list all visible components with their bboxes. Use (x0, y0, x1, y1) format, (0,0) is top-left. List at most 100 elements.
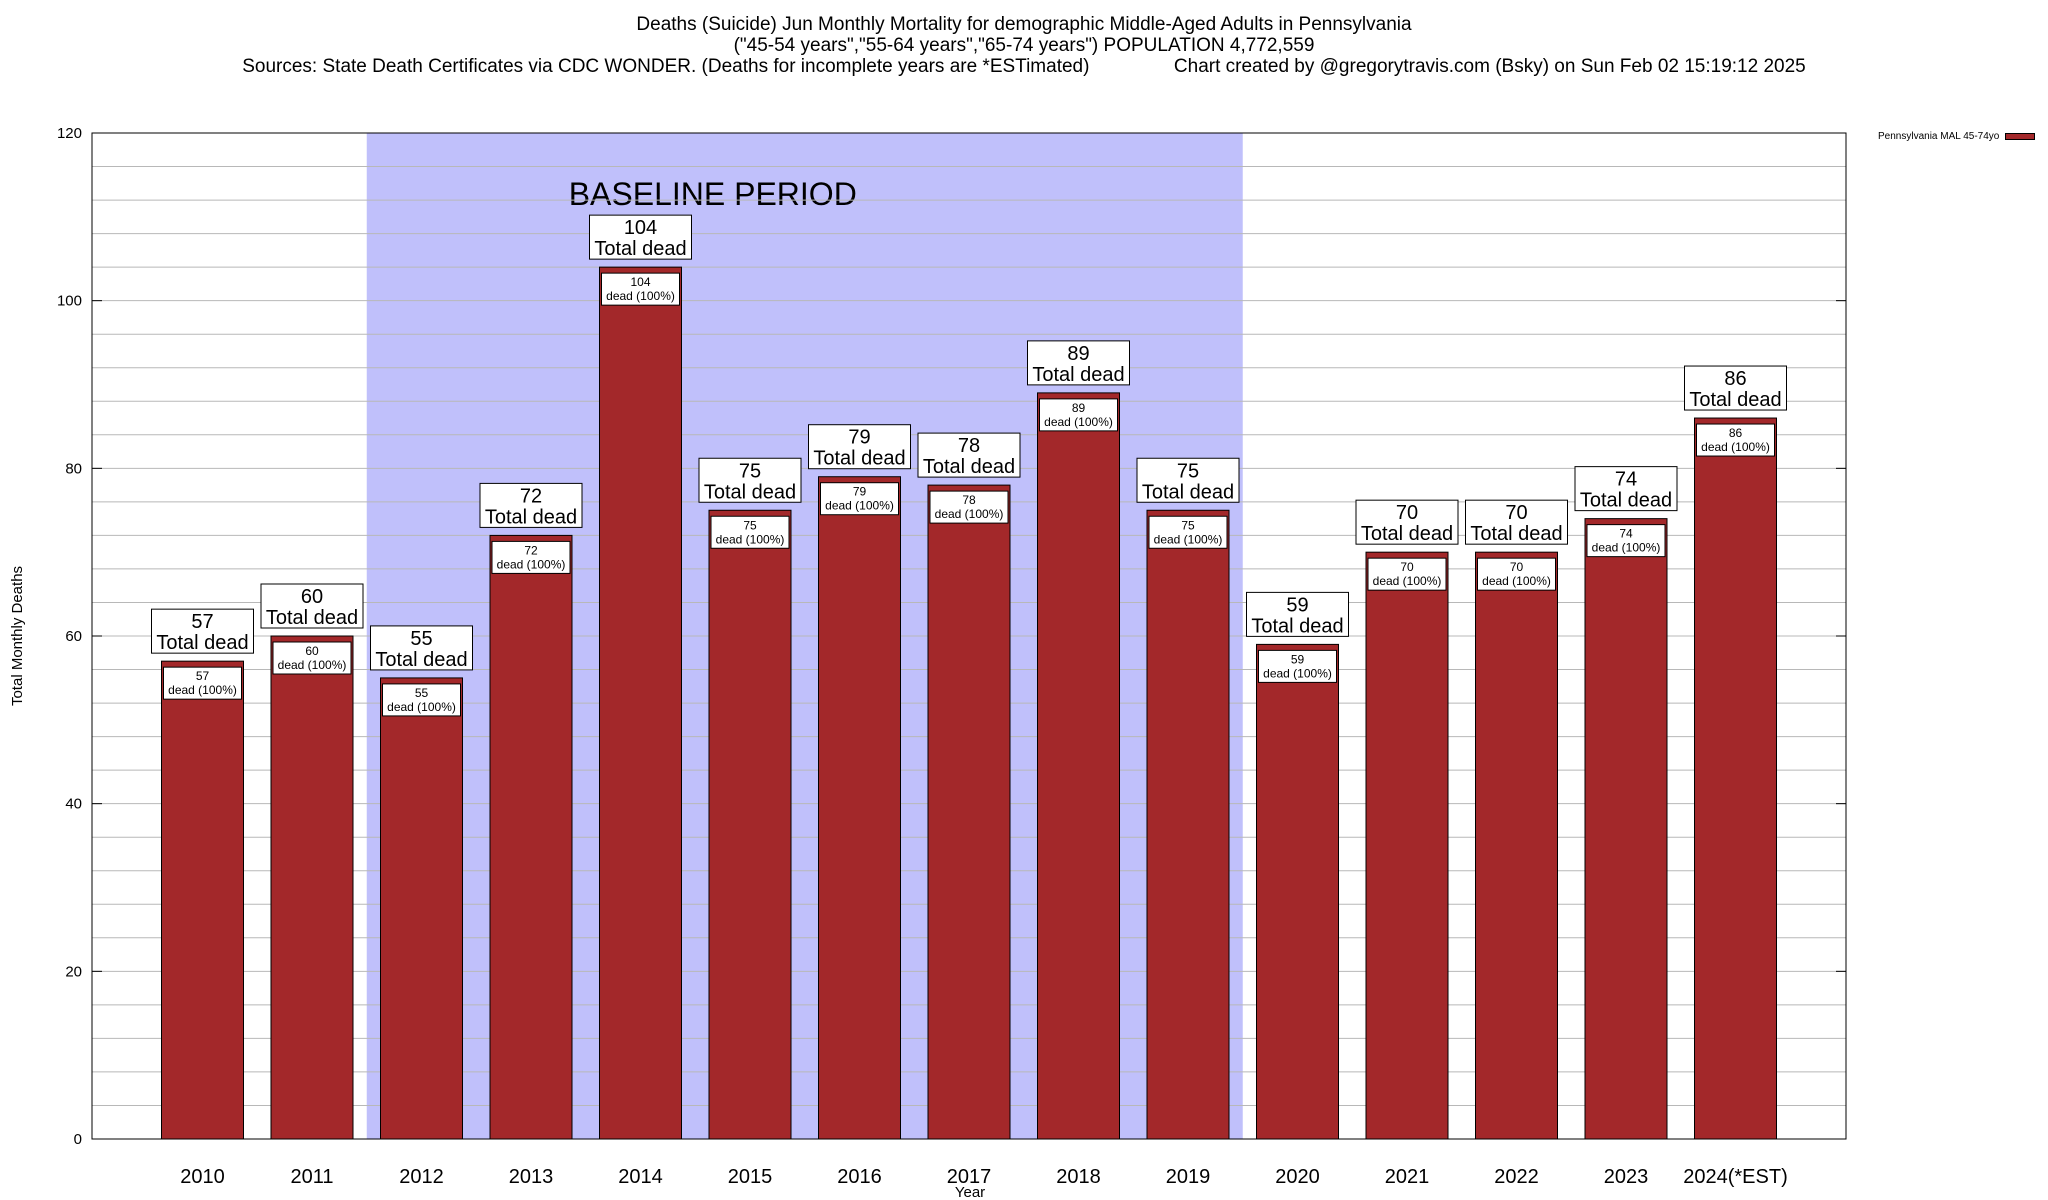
bar-value-label: 72 (520, 485, 542, 507)
x-tick-label: 2012 (399, 1166, 444, 1188)
bar-inner-label-box (601, 272, 680, 306)
bar (1475, 551, 1558, 1140)
x-tick-label: 2015 (728, 1166, 773, 1188)
bar-top-label: Total dead (1361, 523, 1453, 545)
bar-inner-label: dead (100%) (1263, 666, 1332, 680)
bar-inner-value: 72 (524, 543, 538, 557)
chart-header: Deaths (Suicide) Jun Monthly Mortality f… (0, 14, 2048, 77)
bar-inner-label: dead (100%) (387, 700, 456, 714)
bar (270, 635, 354, 1140)
bar-value-label: 59 (1286, 594, 1308, 616)
bar-inner-label-box (1258, 649, 1337, 683)
bar (708, 509, 792, 1140)
x-tick-label: 2010 (180, 1166, 225, 1188)
bar-top-label-box (917, 432, 1021, 478)
bar-value-label: 74 (1615, 469, 1637, 491)
y-tick-label: 100 (57, 293, 82, 310)
bar-top-label: Total dead (704, 481, 796, 503)
bar-value-label: 70 (1505, 502, 1527, 524)
y-tick-label: 0 (74, 1131, 82, 1148)
bar-inner-value: 60 (305, 644, 319, 658)
bar-top-label: Total dead (1470, 523, 1562, 545)
bar-value-label: 57 (191, 611, 213, 633)
bar-inner-label-box (1367, 557, 1447, 591)
x-axis-label: Year (955, 1184, 985, 1200)
bar-top-label: Total dead (923, 456, 1015, 478)
bar-inner-value: 74 (1619, 527, 1633, 541)
bar-top-label-box (1574, 466, 1678, 512)
bar-top-label: Total dead (485, 506, 577, 528)
bar-value-label: 70 (1396, 502, 1418, 524)
chart-sources-credit: Sources: State Death Certificates via CD… (0, 56, 2048, 77)
bar-inner-label-box (820, 482, 899, 516)
bar-top-label: Total dead (156, 632, 248, 654)
bar-inner-value: 59 (1291, 652, 1305, 666)
x-tick-label: 2016 (837, 1166, 882, 1188)
bar-inner-value: 75 (743, 518, 757, 532)
bar-inner-label: dead (100%) (168, 683, 237, 697)
x-tick-label: 2022 (1494, 1166, 1539, 1188)
bar-inner-label-box (163, 666, 242, 700)
bar (599, 266, 682, 1140)
bar-inner-label: dead (100%) (1154, 532, 1223, 546)
bar-top-label-box (1246, 591, 1349, 637)
bar-top-label-box (698, 457, 802, 503)
bar-top-label-box (1027, 340, 1130, 386)
bar-top-label: Total dead (813, 448, 905, 470)
bar-inner-label: dead (100%) (1482, 574, 1551, 588)
bar (489, 534, 573, 1140)
bar-top-label: Total dead (1142, 481, 1234, 503)
bar-inner-value: 55 (415, 686, 429, 700)
bar-inner-label-box (1039, 398, 1118, 432)
bar-top-label-box (1684, 365, 1787, 411)
x-tick-label: 2013 (509, 1166, 554, 1188)
bar-inner-value: 79 (853, 485, 867, 499)
x-tick-label: 2020 (1275, 1166, 1320, 1188)
bar (1037, 392, 1120, 1140)
bar-inner-label-box (491, 540, 571, 574)
bar-inner-label-box (272, 641, 352, 675)
bar-top-label: Total dead (594, 238, 686, 260)
bar-top-label: Total dead (1580, 490, 1672, 512)
x-tick-label: 2017 (947, 1166, 992, 1188)
x-tick-label: 2011 (290, 1166, 333, 1188)
bar (1584, 518, 1668, 1140)
bar-inner-value: 78 (962, 493, 976, 507)
bar (1365, 551, 1449, 1140)
bar-inner-label-box (710, 515, 790, 549)
bar (927, 484, 1011, 1140)
bar-value-label: 55 (410, 628, 432, 650)
bar-value-label: 79 (848, 427, 870, 449)
bar-inner-value: 104 (630, 275, 650, 289)
bar-top-label-box (808, 424, 911, 470)
bar-top-label-box (151, 608, 254, 654)
bar-value-label: 86 (1724, 368, 1746, 390)
bar (1146, 509, 1230, 1140)
bar-inner-value: 70 (1510, 560, 1524, 574)
bar-top-label-box (1136, 457, 1240, 503)
bar-value-label: 60 (301, 586, 323, 608)
bar-value-label: 75 (1177, 460, 1199, 482)
baseline-period-label: BASELINE PERIOD (569, 176, 857, 212)
bar-inner-label: dead (100%) (606, 289, 675, 303)
bar (818, 476, 901, 1140)
x-tick-label: 2018 (1056, 1166, 1101, 1188)
bar-inner-value: 86 (1729, 426, 1743, 440)
chart-legend: Pennsylvania MAL 45-74yo (1878, 131, 2036, 142)
bar-top-label-box (260, 583, 364, 629)
bar-inner-label: dead (100%) (278, 658, 347, 672)
y-tick-label: 80 (65, 460, 82, 477)
bar-top-label-box (370, 625, 473, 671)
bar-value-label: 78 (958, 435, 980, 457)
bar-inner-label: dead (100%) (716, 532, 785, 546)
bar-inner-label: dead (100%) (825, 499, 894, 513)
bar-top-label-box (1355, 499, 1459, 545)
bar-value-label: 75 (739, 460, 761, 482)
bar-top-label: Total dead (375, 649, 467, 671)
bar-value-label: 104 (624, 217, 657, 239)
bar-inner-label-box (1696, 423, 1775, 457)
bar-inner-label: dead (100%) (1373, 574, 1442, 588)
bar-inner-label-box (1477, 557, 1556, 591)
bar (161, 660, 244, 1140)
